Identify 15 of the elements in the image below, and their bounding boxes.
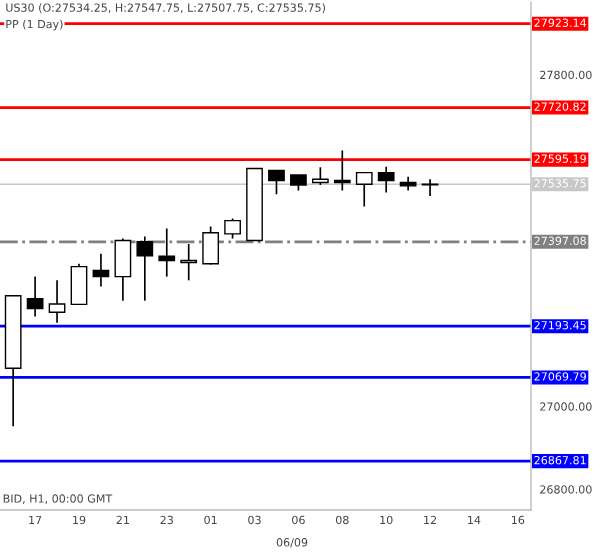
candlestick: [333, 149, 351, 192]
candlestick: [202, 225, 220, 266]
candlestick: [268, 169, 285, 195]
candlestick: [48, 279, 66, 324]
candlestick: [355, 171, 373, 208]
candlestick: [158, 227, 176, 278]
candlestick: [92, 252, 110, 288]
candlestick: [114, 237, 132, 302]
candlestick: [224, 217, 241, 240]
candlestick: [377, 165, 395, 194]
candlestick: [70, 262, 88, 306]
candlestick: [136, 235, 154, 302]
candlestick: [421, 178, 439, 197]
candlestick: [180, 243, 198, 282]
candlestick: [26, 275, 44, 318]
